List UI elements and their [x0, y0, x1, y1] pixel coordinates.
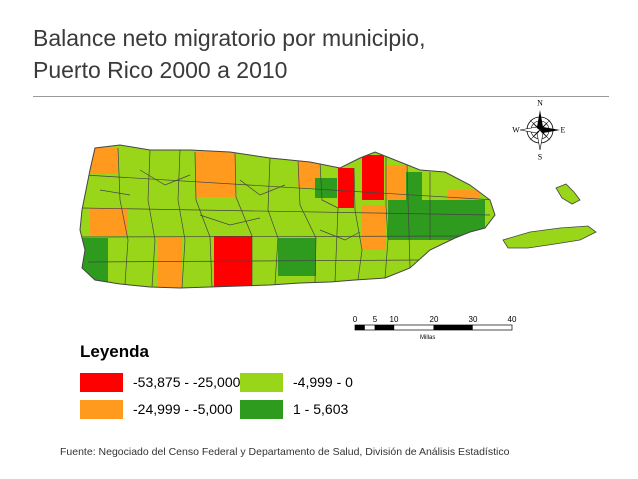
scale-unit-label: Millas — [420, 335, 436, 341]
municipalities-layer — [80, 145, 495, 288]
municipality-darkgreen-5 — [430, 200, 485, 240]
compass-south-label: S — [537, 152, 543, 162]
legend-item-4: 1 - 5,603 — [240, 399, 348, 419]
municipality-darkgreen-2 — [278, 238, 316, 276]
page-title: Balance neto migratorio por municipio, P… — [33, 22, 593, 86]
legend-item-1: -53,875 - -25,000 — [80, 372, 240, 392]
source-note: Fuente: Negociado del Censo Federal y De… — [60, 446, 510, 458]
legend-swatch-red — [80, 372, 123, 392]
scale-tick-5: 5 — [372, 315, 378, 324]
municipality-darkgreen-3 — [315, 178, 337, 198]
municipality-orange-7 — [385, 165, 407, 200]
municipality-darkgreen-6 — [406, 172, 422, 200]
legend-title: Leyenda — [80, 342, 149, 361]
legend-label-2: -24,999 - -5,000 — [133, 401, 233, 417]
legend-swatch-orange — [80, 399, 123, 419]
legend-swatch-dark-green — [240, 399, 283, 419]
municipality-orange-4 — [158, 238, 182, 288]
legend-swatch-light-green — [240, 372, 283, 392]
legend-label-1: -53,875 - -25,000 — [133, 374, 241, 390]
legend-item-2: -24,999 - -5,000 — [80, 399, 233, 419]
scale-tick-0: 0 — [352, 315, 358, 324]
scale-tick-10: 10 — [389, 315, 399, 324]
compass-west-label: W — [512, 125, 520, 135]
title-divider — [33, 96, 609, 97]
compass-east-label: E — [560, 125, 566, 135]
municipality-orange-5 — [298, 160, 320, 188]
municipality-orange-2 — [90, 208, 128, 236]
municipality-vieques — [502, 225, 597, 249]
municipality-culebra — [555, 183, 581, 205]
legend-label-4: 1 - 5,603 — [293, 401, 349, 417]
scale-bar — [354, 324, 513, 331]
scale-tick-20: 20 — [429, 315, 439, 324]
municipality-orange-3 — [195, 152, 235, 197]
municipality-orange-6 — [362, 205, 386, 250]
scale-tick-30: 30 — [468, 315, 478, 324]
legend-item-3: -4,999 - 0 — [240, 372, 353, 392]
title-line-1: Balance neto migratorio por municipio, — [33, 25, 426, 51]
municipal-borders — [80, 147, 495, 288]
scale-tick-40: 40 — [507, 315, 517, 324]
compass-icon — [519, 110, 560, 151]
municipality-red-north-1 — [338, 168, 354, 208]
municipality-red-south — [214, 236, 252, 288]
title-line-2: Puerto Rico 2000 a 2010 — [33, 57, 288, 83]
municipality-red-north-2 — [362, 155, 384, 200]
legend-label-3: -4,999 - 0 — [293, 374, 353, 390]
compass-north-label: N — [537, 98, 543, 108]
